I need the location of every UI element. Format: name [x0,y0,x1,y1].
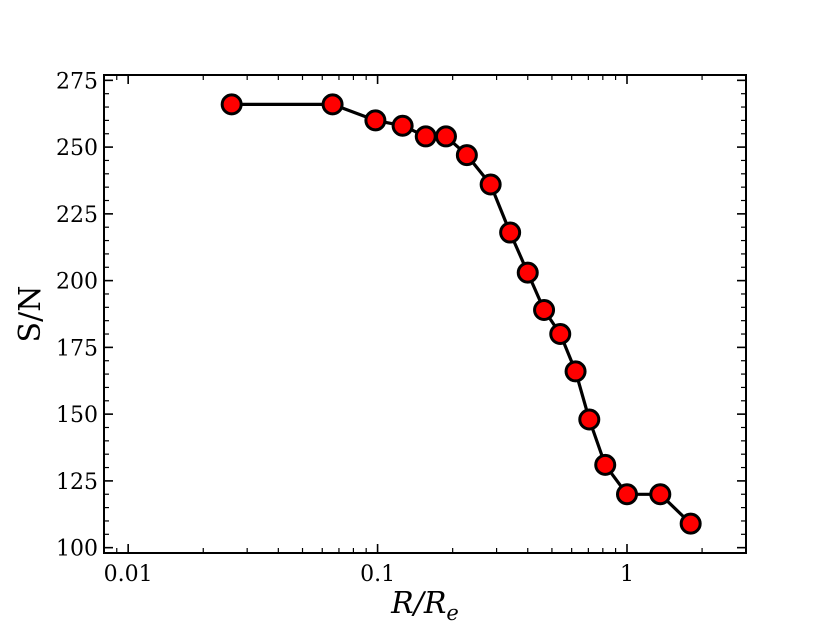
y-axis-label: S/N [13,286,48,343]
data-point [455,144,478,167]
data-point [679,512,702,535]
data-point [321,93,344,116]
y-tick-label: 250 [56,136,98,161]
y-tick-label: 225 [56,203,98,228]
y-tick-label: 150 [56,403,98,428]
x-axis-label-subscript: e [446,601,458,623]
data-point [364,109,387,132]
data-point [391,114,414,137]
data-point [434,125,457,148]
data-point [220,93,243,116]
x-tick-label: 0.01 [104,562,153,587]
series-points-layer [220,93,702,535]
y-tick-label: 125 [56,470,98,495]
y-tick-label: 275 [56,69,98,94]
x-axis-label-main: R/R [390,586,446,621]
y-tick-label: 175 [56,336,98,361]
y-tick-label: 200 [56,270,98,295]
data-point [549,323,572,346]
data-point [533,298,556,321]
series-line [231,102,692,525]
data-point [414,125,437,148]
data-point [649,483,672,506]
x-tick-label: 1 [620,562,634,587]
x-tick-label: 0.1 [360,562,395,587]
series-line-layer [231,102,692,525]
tick-labels-layer: 100 125 150 175 200 225 250 275 0.01 0.1 1 [56,69,634,587]
data-point [578,408,601,431]
x-axis-label: R/Re [390,586,459,623]
plot-frame [103,74,747,554]
data-point [564,360,587,383]
data-point [615,483,638,506]
data-point [499,221,522,244]
data-point [516,261,539,284]
data-point [479,173,502,196]
y-tick-label: 100 [56,537,98,562]
data-point [594,453,617,476]
